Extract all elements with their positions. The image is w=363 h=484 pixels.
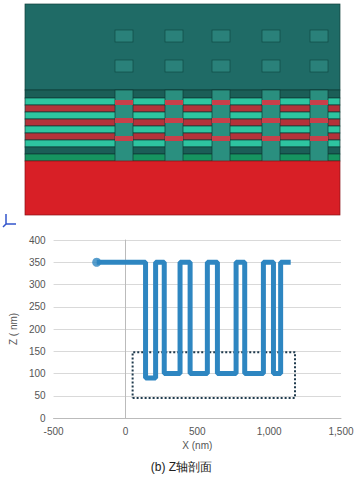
svg-text:500: 500	[189, 426, 206, 437]
svg-text:1,000: 1,000	[257, 426, 282, 437]
svg-text:350: 350	[29, 257, 46, 268]
svg-text:150: 150	[29, 346, 46, 357]
svg-text:(b) Z轴剖面: (b) Z轴剖面	[151, 460, 212, 474]
svg-text:300: 300	[29, 279, 46, 290]
svg-text:-500: -500	[44, 426, 64, 437]
svg-text:100: 100	[29, 368, 46, 379]
svg-text:400: 400	[29, 235, 46, 246]
svg-text:0: 0	[40, 413, 46, 424]
svg-text:0: 0	[123, 426, 129, 437]
svg-text:1,500: 1,500	[328, 426, 353, 437]
svg-text:250: 250	[29, 301, 46, 312]
svg-text:Z ( nm): Z ( nm)	[8, 313, 19, 345]
svg-text:200: 200	[29, 324, 46, 335]
svg-text:X (nm): X (nm)	[182, 440, 212, 451]
svg-text:50: 50	[34, 390, 46, 401]
